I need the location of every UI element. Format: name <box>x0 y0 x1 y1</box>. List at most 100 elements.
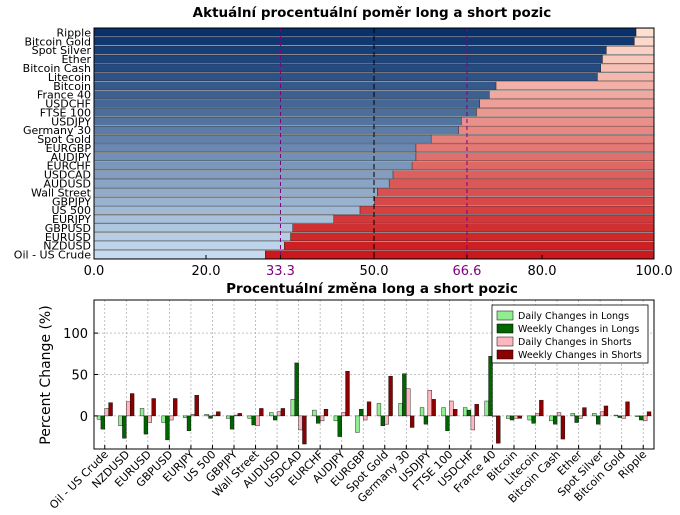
long-bar <box>93 143 417 153</box>
category-label: Bitcoin <box>53 80 91 93</box>
x-tick-label: 20.0 <box>192 264 221 279</box>
legend-swatch <box>496 323 514 334</box>
change-bar <box>151 398 156 417</box>
change-bar <box>337 415 342 437</box>
legend-box <box>491 304 649 364</box>
change-bar <box>553 415 558 425</box>
category-label: Bitcoin Gold <box>24 35 91 48</box>
legend-entry: Daily Changes in Longs <box>518 311 629 322</box>
change-bar <box>445 415 450 431</box>
legend-swatch <box>496 349 514 360</box>
change-bar <box>182 415 188 418</box>
long-bar <box>93 46 607 55</box>
category-label: AUDUSD <box>43 177 91 190</box>
change-bar <box>560 415 566 440</box>
change-bar <box>100 415 105 430</box>
x-tick-label: 50.0 <box>360 264 389 279</box>
category-label: AUDJPY <box>51 151 92 164</box>
short-bar <box>600 63 655 73</box>
short-bar <box>634 37 655 46</box>
category-label: USDCHF <box>45 98 91 111</box>
y-tick-label: 50 <box>71 369 88 384</box>
change-bar <box>118 415 123 427</box>
top-chart-title: Aktuální procentuální poměr long a short… <box>193 5 552 21</box>
change-bar <box>643 415 648 422</box>
long-bar <box>93 188 378 197</box>
change-bar <box>129 393 135 417</box>
change-bar <box>599 411 605 417</box>
short-bar <box>489 90 655 99</box>
short-bar <box>606 46 655 55</box>
change-bar <box>298 415 303 431</box>
category-label: USDJPY <box>51 115 91 128</box>
legend-swatch <box>496 310 514 321</box>
change-bar <box>527 415 532 421</box>
long-bar <box>93 205 361 215</box>
change-bar <box>474 404 479 417</box>
short-bar <box>635 28 655 37</box>
change-bar <box>639 415 644 421</box>
short-bar <box>333 214 655 224</box>
category-label: Germany 30 <box>23 124 91 137</box>
change-bar <box>122 415 127 439</box>
change-bar <box>302 415 307 445</box>
long-bar <box>93 90 490 99</box>
category-label: EURUSD <box>45 231 91 244</box>
legend-entry: Daily Changes in Shorts <box>518 337 632 348</box>
short-bar <box>461 117 655 126</box>
change-bar <box>226 415 231 419</box>
change-bar <box>233 414 239 417</box>
category-label: FTSE 100 <box>40 106 91 119</box>
change-bar <box>216 411 221 417</box>
short-bar <box>290 232 655 241</box>
change-bar <box>539 399 544 417</box>
short-bar <box>392 170 655 179</box>
change-bar <box>582 407 587 417</box>
change-bar <box>570 413 575 417</box>
short-bar <box>374 197 655 206</box>
change-bar <box>646 411 652 417</box>
short-bar <box>388 179 655 188</box>
change-bar <box>423 415 429 425</box>
change-bar <box>617 415 622 418</box>
change-bar <box>139 408 145 417</box>
long-bar <box>93 250 266 259</box>
change-bar <box>441 407 446 417</box>
change-bar <box>453 409 458 417</box>
bottom-chart-title: Procentuální změna long a short pozic <box>226 281 518 297</box>
change-bar <box>496 415 501 444</box>
short-bar <box>359 205 655 215</box>
category-label: Oil - US Crude <box>14 249 91 262</box>
x-tick-label: 33.3 <box>266 264 295 279</box>
long-bar <box>93 125 459 135</box>
change-bar <box>531 415 536 424</box>
long-bar <box>93 232 291 241</box>
change-bar <box>108 402 113 417</box>
change-bar <box>312 409 317 417</box>
change-bar <box>194 394 199 417</box>
long-bar <box>93 37 635 46</box>
change-bar <box>290 399 295 417</box>
change-bar <box>625 401 630 417</box>
category-label: EURCHF <box>47 160 91 173</box>
short-bar <box>479 99 655 108</box>
long-bar <box>93 117 462 126</box>
change-bar <box>380 415 385 427</box>
short-bar <box>458 125 655 135</box>
category-label: Spot Silver <box>32 44 92 57</box>
change-bar <box>635 415 640 417</box>
change-bar <box>165 415 170 441</box>
long-bar <box>93 72 598 82</box>
long-bar <box>93 99 480 108</box>
long-bar <box>93 170 394 179</box>
long-bar <box>93 152 417 162</box>
change-bar <box>104 408 109 417</box>
change-bar <box>406 388 411 417</box>
category-label: France 40 <box>37 89 91 102</box>
category-label: NZDUSD <box>43 240 91 253</box>
change-bar <box>363 415 368 421</box>
change-bar <box>470 415 475 431</box>
change-bar <box>402 373 407 417</box>
short-bar <box>265 250 655 259</box>
